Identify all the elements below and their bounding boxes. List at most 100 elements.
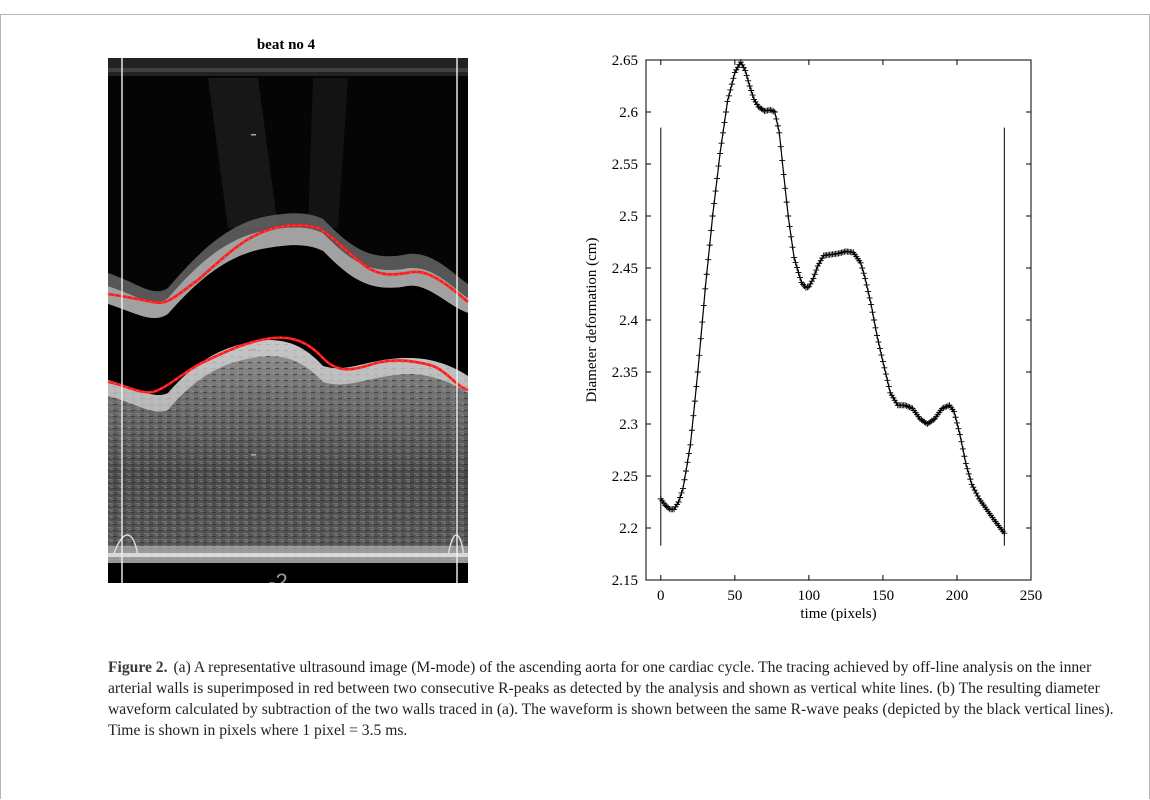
data-point: [730, 75, 737, 82]
data-point: [958, 438, 965, 445]
data-point: [878, 352, 885, 359]
data-point: [708, 227, 715, 234]
data-point: [865, 288, 872, 295]
data-point: [785, 213, 792, 219]
data-point: [882, 371, 889, 378]
data-point: [720, 129, 726, 136]
data-point: [746, 83, 753, 89]
data-point: [940, 404, 947, 411]
data-point: [971, 487, 978, 494]
data-point: [771, 109, 778, 115]
data-point: [717, 150, 724, 157]
caption-text: (a) A representative ultrasound image (M…: [108, 659, 1114, 739]
y-tick-label: 2.35: [612, 365, 638, 381]
data-point: [678, 489, 685, 496]
diameter-chart: 2.15 2.2 2.25 2.3 2.35 2.4 2.45 2.5 2.55 2.6 2.65 0…: [584, 53, 1042, 622]
caption-label: Figure 2.: [108, 659, 168, 676]
data-point: [797, 274, 803, 281]
data-point: [725, 92, 732, 99]
data-point: [902, 402, 909, 409]
y-tick-label: 2.2: [619, 521, 638, 537]
data-point: [939, 405, 946, 412]
data-point: [789, 244, 796, 251]
data-point: [888, 392, 895, 399]
data-point: [964, 465, 971, 472]
data-point: [905, 403, 912, 410]
data-point: [693, 383, 700, 390]
data-point: [817, 257, 824, 264]
data-point: [688, 427, 695, 434]
data-point: [739, 61, 746, 68]
data-point: [819, 255, 826, 262]
data-point: [943, 403, 950, 410]
data-point: [859, 265, 866, 271]
data-point: [685, 450, 692, 457]
data-point: [866, 294, 873, 301]
data-point: [706, 242, 713, 249]
data-point: [697, 335, 704, 342]
data-point: [885, 383, 892, 390]
data-point: [700, 302, 707, 309]
data-point: [681, 476, 688, 483]
x-tick-label: 50: [727, 588, 742, 604]
data-point: [792, 259, 799, 266]
panel-a-title: beat no 4: [257, 37, 316, 53]
data-point: [675, 499, 682, 505]
data-point: [734, 64, 741, 71]
data-point: [711, 200, 718, 207]
data-point: [862, 275, 869, 282]
data-point: [774, 122, 781, 129]
data-point: [780, 171, 787, 178]
data-point: [699, 319, 706, 326]
data-point: [718, 140, 725, 147]
data-point: [703, 271, 710, 278]
data-point: [908, 404, 915, 411]
data-point: [705, 256, 712, 263]
y-tick-label: 2.65: [612, 53, 638, 69]
data-point: [869, 309, 876, 316]
data-point: [779, 157, 786, 164]
data-point: [942, 404, 949, 411]
x-tick-label: 200: [946, 588, 969, 604]
overlay-number: -2: [268, 569, 288, 583]
data-point: [776, 129, 783, 136]
data-point: [863, 281, 870, 288]
data-point: [952, 414, 959, 421]
data-point: [903, 402, 910, 409]
data-point: [731, 69, 738, 76]
data-point: [745, 77, 752, 84]
data-point: [953, 419, 960, 426]
data-point: [857, 259, 864, 266]
data-point: [956, 431, 963, 438]
data-point: [860, 270, 867, 277]
data-point: [930, 416, 937, 423]
y-tick-label: 2.4: [619, 313, 638, 329]
data-point: [968, 481, 975, 488]
data-point: [795, 269, 802, 276]
figure-frame-top: [0, 14, 1150, 800]
data-point: [737, 59, 744, 66]
data-point: [691, 398, 698, 405]
data-point: [727, 86, 734, 93]
data-point: [868, 301, 875, 308]
data-point: [891, 397, 898, 404]
y-tick-label: 2.55: [612, 157, 638, 173]
figure-caption: Figure 2. (a) A representative ultrasound…: [108, 657, 1118, 741]
data-point: [805, 283, 812, 290]
data-point: [714, 175, 721, 182]
x-axis-label: time (pixels): [800, 606, 876, 622]
data-point: [887, 389, 894, 396]
data-point: [782, 185, 789, 192]
data-point: [974, 492, 981, 499]
data-point: [959, 445, 966, 452]
data-point: [684, 459, 691, 466]
data-point: [742, 67, 749, 74]
data-point: [724, 98, 731, 105]
data-point: [804, 284, 811, 291]
data-point: [816, 260, 823, 267]
data-point: [788, 233, 795, 240]
data-point: [791, 254, 798, 261]
figure-frame-left: [0, 14, 1, 799]
data-point: [808, 278, 815, 285]
data-point: [694, 369, 701, 375]
